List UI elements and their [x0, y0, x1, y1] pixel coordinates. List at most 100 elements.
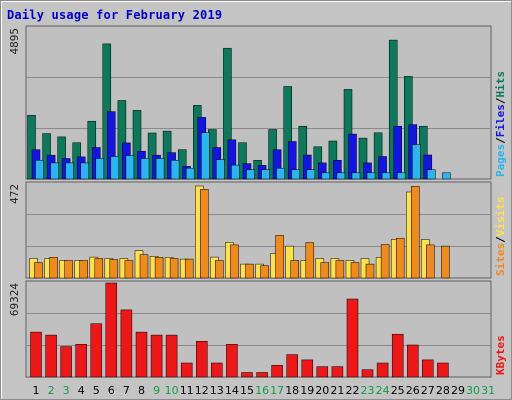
sites-bar-day-4	[79, 260, 88, 279]
day-label-17: 17	[270, 384, 284, 397]
kbytes-bar-day-26	[407, 344, 419, 378]
pages-bar-day-2	[50, 162, 59, 180]
day-label-14: 14	[225, 384, 239, 397]
day-label-27: 27	[421, 384, 435, 397]
hits-bar-day-18	[283, 86, 292, 180]
day-label-30: 30	[466, 384, 480, 397]
day-label-6: 6	[108, 384, 115, 397]
kbytes-legend-label: KBytes	[494, 335, 507, 375]
day-label-16: 16	[255, 384, 269, 397]
visits-sites-legend-label: Sites/Visits	[494, 197, 507, 277]
legend-label-part: Pages	[494, 144, 507, 177]
day-label-22: 22	[346, 384, 360, 397]
kbytes-bar-day-28	[437, 362, 449, 378]
pages-bar-day-13	[216, 159, 225, 180]
kbytes-bar-day-5	[90, 323, 103, 378]
sites-bar-day-7	[124, 260, 134, 279]
pages-bar-day-11	[185, 167, 195, 180]
pages-bar-day-18	[291, 169, 300, 180]
hits-bar-day-1	[27, 115, 36, 180]
pages-bar-day-7	[125, 155, 135, 180]
day-label-2: 2	[48, 384, 55, 397]
day-label-5: 5	[93, 384, 100, 397]
kbytes-bar-day-4	[75, 344, 87, 378]
kbytes-bar-day-12	[196, 341, 208, 378]
day-label-9: 9	[153, 384, 160, 397]
sites-bar-day-12	[200, 189, 209, 279]
pages-bar-day-1	[35, 160, 44, 180]
day-label-23: 23	[361, 384, 375, 397]
hits-bar-day-7	[117, 100, 127, 180]
day-label-26: 26	[406, 384, 420, 397]
day-label-10: 10	[165, 384, 179, 397]
day-label-25: 25	[391, 384, 405, 397]
sites-bar-day-1	[34, 262, 43, 279]
legend-label-part: /	[494, 236, 507, 243]
sites-bar-day-9	[154, 257, 164, 279]
kbytes-bar-day-2	[45, 334, 57, 378]
legend-label-part: KBytes	[494, 335, 507, 375]
pages-bar-day-8	[140, 158, 150, 180]
kbytes-bar-day-21	[331, 366, 344, 378]
files-bar-day-22	[348, 133, 357, 180]
legend-label-part: Files	[494, 104, 507, 137]
sites-bar-day-28	[441, 245, 450, 279]
sites-bar-day-18	[290, 260, 299, 279]
pages-bar-day-21	[336, 172, 346, 180]
legend-label-part: Hits	[494, 71, 507, 98]
day-label-24: 24	[376, 384, 390, 397]
files-bar-day-25	[393, 125, 402, 180]
pages-bar-day-26	[412, 144, 421, 180]
kbytes-bar-day-7	[120, 309, 133, 378]
visits-sites-y-max-label: 472	[8, 184, 21, 204]
sites-bar-day-27	[426, 244, 435, 279]
sites-bar-day-11	[184, 258, 194, 279]
day-label-11: 11	[180, 384, 194, 397]
hits-bar-day-24	[373, 132, 383, 180]
pages-bar-day-19	[306, 169, 316, 180]
pages-bar-day-12	[201, 132, 210, 180]
day-label-28: 28	[436, 384, 450, 397]
pages-bar-day-6	[110, 156, 120, 180]
sites-bar-day-16	[260, 265, 269, 279]
day-label-8: 8	[138, 384, 145, 397]
pages-bar-day-14	[231, 164, 240, 180]
hits-bar-day-8	[132, 110, 142, 180]
day-label-7: 7	[123, 384, 130, 397]
kbytes-bar-day-20	[316, 366, 329, 378]
legend-label-part: /	[494, 137, 507, 144]
sites-bar-day-17	[275, 235, 284, 279]
hits-bar-day-25	[388, 39, 398, 180]
sites-bar-day-24	[380, 244, 390, 279]
kbytes-bar-day-22	[346, 298, 359, 378]
pages-bar-day-24	[381, 172, 391, 180]
sites-bar-day-10	[169, 258, 179, 279]
pages-bar-day-9	[155, 158, 165, 180]
kbytes-bar-day-19	[301, 359, 314, 378]
kbytes-bar-day-6	[105, 282, 118, 378]
sites-bar-day-13	[215, 260, 224, 279]
pages-bar-day-25	[396, 172, 406, 180]
hits-bar-day-23	[358, 137, 368, 180]
sites-bar-day-21	[335, 260, 345, 279]
chart-title: Daily usage for February 2019	[7, 8, 223, 22]
kbytes-bar-day-18	[286, 354, 298, 378]
day-label-21: 21	[330, 384, 344, 397]
legend-label-part: Visits	[494, 197, 507, 237]
kbytes-bar-day-8	[135, 331, 148, 378]
day-label-12: 12	[195, 384, 209, 397]
kbytes-bar-day-15	[241, 372, 253, 378]
kbytes-bar-day-25	[391, 333, 404, 378]
pages-bar-day-17	[276, 167, 285, 180]
sites-bar-day-22	[350, 262, 360, 279]
kbytes-bar-day-10	[165, 334, 178, 378]
pages-bar-day-28	[442, 172, 451, 180]
pages-bar-day-22	[351, 172, 361, 180]
sites-bar-day-14	[230, 244, 239, 279]
hits-bar-day-21	[328, 140, 338, 180]
pages-bar-day-5	[95, 158, 105, 180]
pages-bar-day-20	[321, 172, 331, 180]
day-label-4: 4	[78, 384, 85, 397]
hits-files-pages-legend-label: Pages/Files/Hits	[494, 71, 507, 177]
